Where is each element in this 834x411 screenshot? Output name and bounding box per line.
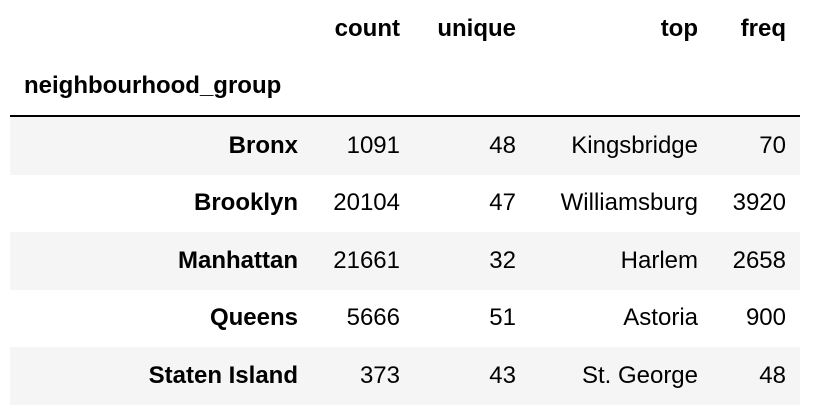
- row-index-label: Staten Island: [148, 361, 298, 389]
- column-header-top: top: [660, 14, 698, 42]
- cell-freq: 900: [745, 304, 786, 332]
- cell-unique: 47: [489, 189, 516, 217]
- cell-count: 1091: [346, 131, 400, 159]
- row-index-label: Brooklyn: [193, 189, 298, 217]
- cell-unique: 48: [489, 131, 516, 159]
- cell-top: Williamsburg: [560, 189, 698, 217]
- cell-unique: 43: [489, 361, 516, 389]
- cell-unique: 32: [489, 246, 516, 274]
- table-row: Staten Island 373 43 St. George 48: [10, 347, 800, 405]
- table-header: count unique top freq neighbourhood_grou…: [10, 0, 800, 116]
- table-row: Manhattan 21661 32 Harlem 2658: [10, 232, 800, 290]
- cell-freq: 3920: [732, 189, 786, 217]
- cell-top: St. George: [581, 361, 698, 389]
- cell-top: Astoria: [623, 304, 698, 332]
- header-blank: [312, 58, 414, 117]
- column-header-unique: unique: [437, 14, 516, 42]
- index-name-header: neighbourhood_group: [24, 72, 282, 100]
- cell-freq: 48: [759, 361, 786, 389]
- cell-top: Harlem: [620, 246, 698, 274]
- cell-freq: 2658: [732, 246, 786, 274]
- table-body: Bronx 1091 48 Kingsbridge 70 Brooklyn 20…: [10, 116, 800, 405]
- header-blank: [10, 0, 312, 58]
- table-row: Queens 5666 51 Astoria 900: [10, 289, 800, 347]
- cell-count: 21661: [333, 246, 400, 274]
- header-blank: [712, 58, 800, 117]
- dataframe-output: count unique top freq neighbourhood_grou…: [10, 0, 824, 405]
- row-index-label: Bronx: [228, 131, 298, 159]
- header-blank: [530, 58, 712, 117]
- row-index-label: Manhattan: [178, 246, 298, 274]
- row-index-label: Queens: [209, 304, 298, 332]
- cell-unique: 51: [489, 304, 516, 332]
- cell-freq: 70: [759, 131, 786, 159]
- column-header-count: count: [334, 14, 400, 42]
- table-row: Bronx 1091 48 Kingsbridge 70: [10, 116, 800, 175]
- column-header-freq: freq: [740, 14, 786, 42]
- cell-count: 20104: [333, 189, 400, 217]
- header-blank: [414, 58, 530, 117]
- dataframe-table: count unique top freq neighbourhood_grou…: [10, 0, 800, 405]
- column-header-row: count unique top freq: [10, 0, 800, 58]
- cell-top: Kingsbridge: [571, 131, 698, 159]
- index-name-row: neighbourhood_group: [10, 58, 800, 117]
- cell-count: 373: [359, 361, 400, 389]
- table-row: Brooklyn 20104 47 Williamsburg 3920: [10, 174, 800, 232]
- cell-count: 5666: [346, 304, 400, 332]
